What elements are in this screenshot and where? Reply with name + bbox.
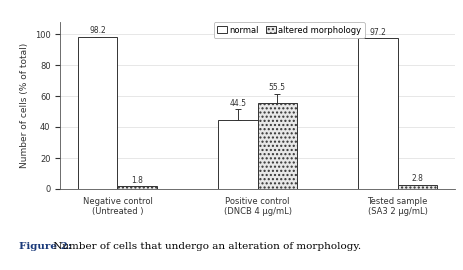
- Bar: [357, 38, 397, 189]
- Text: 44.5: 44.5: [229, 99, 246, 108]
- Text: Figure 2:: Figure 2:: [19, 242, 71, 251]
- Text: Number of cells that undergo an alteration of morphology.: Number of cells that undergo an alterati…: [50, 242, 361, 251]
- Bar: [117, 186, 156, 189]
- Bar: [257, 103, 296, 189]
- Text: 1.8: 1.8: [131, 176, 143, 185]
- Text: 98.2: 98.2: [89, 26, 106, 35]
- Text: 2.8: 2.8: [410, 174, 422, 183]
- Text: 97.2: 97.2: [369, 28, 386, 37]
- Bar: [78, 37, 117, 189]
- Legend: normal, altered morphology: normal, altered morphology: [213, 22, 364, 38]
- Bar: [397, 185, 436, 189]
- Y-axis label: Number of cells (% of total): Number of cells (% of total): [20, 43, 29, 168]
- Text: 55.5: 55.5: [268, 83, 285, 92]
- Bar: [218, 120, 257, 189]
